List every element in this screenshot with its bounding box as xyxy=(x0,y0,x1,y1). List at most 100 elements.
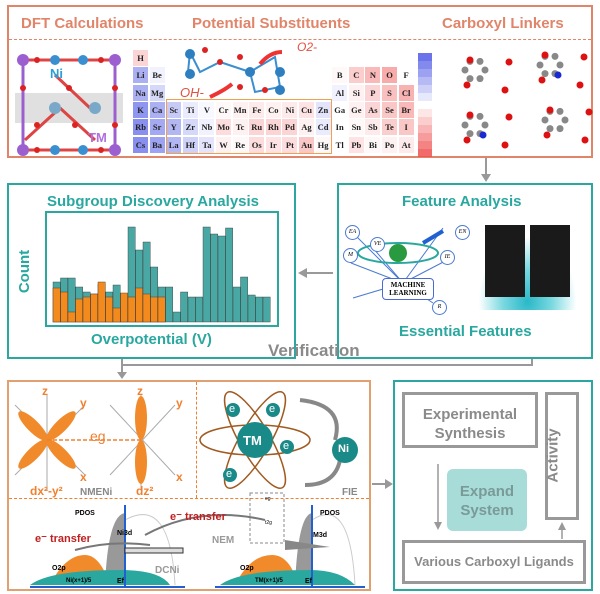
subgroup-panel: Subgroup Discovery Analysis Count Overpo… xyxy=(7,183,296,359)
element-se: Se xyxy=(382,101,397,118)
ni3d-label: Ni3d xyxy=(117,530,133,537)
element-zn: Zn xyxy=(315,101,331,118)
oxygen-atom xyxy=(501,141,509,149)
horizontal-dashed-divider xyxy=(9,498,369,499)
oxygen-atom xyxy=(538,76,546,84)
verification-arrow xyxy=(117,359,533,379)
histogram-bar-orange xyxy=(157,296,166,323)
ni-band-label: Ni(x+1)/5 xyxy=(66,578,92,584)
element-sc: Sc xyxy=(166,101,182,118)
o2p-label: O2p xyxy=(52,565,66,572)
histogram-bar-teal xyxy=(247,294,256,323)
carbon-atom xyxy=(536,61,544,69)
element-mn: Mn xyxy=(232,101,248,118)
color-scale-step xyxy=(418,141,432,149)
workflow-panel: Experimental Synthesis Activity Expand S… xyxy=(393,380,593,591)
oxygen-atom xyxy=(505,58,513,66)
histogram-bar-orange xyxy=(142,293,151,323)
oxygen-atom xyxy=(505,113,513,121)
element-nb: Nb xyxy=(199,119,215,136)
element-fe: Fe xyxy=(249,101,265,118)
electron-label: e xyxy=(283,440,290,452)
nitrogen-atom xyxy=(479,131,487,139)
element-si: Si xyxy=(348,84,364,101)
feature-panel: Feature Analysis Essential Features xyxy=(337,183,593,359)
count-label: Count xyxy=(16,249,34,294)
element-cu: Cu xyxy=(299,101,314,118)
element-pt: Pt xyxy=(282,136,298,153)
histogram-bar-teal xyxy=(187,296,196,323)
color-scale-step xyxy=(418,133,432,141)
carbon-atom xyxy=(556,61,564,69)
arrow-right-icon xyxy=(372,479,393,489)
carbon-atom xyxy=(466,75,474,83)
essential-features-label: Essential Features xyxy=(399,323,532,340)
oxygen-atom xyxy=(541,51,549,59)
arrow-up-icon xyxy=(558,522,566,539)
element-cd: Cd xyxy=(315,119,331,136)
carbon-atom xyxy=(561,116,569,124)
fie-label: FIE xyxy=(342,487,358,498)
element-k: K xyxy=(133,101,148,118)
color-scale-step xyxy=(418,85,432,93)
histogram-bar-orange xyxy=(112,307,121,323)
mechanism-panel xyxy=(7,380,371,591)
element-br: Br xyxy=(398,101,414,118)
element-s: S xyxy=(382,84,397,101)
histogram-bar-orange xyxy=(82,296,91,323)
ni-atom-label: Ni xyxy=(338,443,349,455)
carbon-atom xyxy=(476,112,484,120)
element-zr: Zr xyxy=(182,119,198,136)
oxygen-atom xyxy=(585,108,593,116)
carbon-atom xyxy=(476,75,484,83)
vertical-dashed-divider xyxy=(196,382,197,498)
histogram-bar-teal xyxy=(180,291,188,323)
tm-atom-label: TM xyxy=(243,433,262,448)
histogram-bar-orange xyxy=(135,287,143,323)
histogram-bar-orange xyxy=(75,298,83,323)
dz2-label: dz² xyxy=(136,484,154,498)
element-cr: Cr xyxy=(216,101,231,118)
histogram-bar-teal xyxy=(255,296,263,323)
e-transfer-label-2: e⁻ transfer xyxy=(170,511,226,523)
color-scale-step xyxy=(418,77,432,85)
oxygen-atom xyxy=(466,111,474,119)
feature-node-ie: IE xyxy=(440,250,455,265)
color-scale-step xyxy=(418,101,432,109)
color-scale-step xyxy=(418,69,432,77)
histogram-bar-teal xyxy=(195,296,203,323)
carbon-atom xyxy=(556,125,564,133)
carboxyl-ligands-box: Various Carboxyl Ligands xyxy=(402,540,586,584)
carbon-atom xyxy=(546,125,554,133)
carbon-atom xyxy=(541,70,549,78)
nem-label: NEM xyxy=(212,535,235,546)
element-pb: Pb xyxy=(348,136,364,153)
eg-label: eg xyxy=(90,428,106,444)
arrow-down-icon xyxy=(481,158,491,182)
z-axis-label-2: z xyxy=(137,384,143,398)
feature-node-ve: VE xyxy=(370,237,385,252)
oxygen-atom xyxy=(576,81,584,89)
verification-label: Verification xyxy=(268,341,360,360)
carbon-atom xyxy=(461,66,469,74)
element-rh: Rh xyxy=(265,119,281,136)
element-tc: Tc xyxy=(232,119,248,136)
element-cs: Cs xyxy=(133,136,148,153)
oxygen-atom xyxy=(463,136,471,144)
element-w: W xyxy=(216,136,231,153)
y-axis-label: y xyxy=(80,396,87,410)
nitrogen-atom xyxy=(554,71,562,79)
element-pd: Pd xyxy=(282,119,298,136)
subgroup-title: Subgroup Discovery Analysis xyxy=(47,193,260,210)
element-co: Co xyxy=(265,101,281,118)
dft-title: DFT Calculations xyxy=(21,15,144,32)
substituents-title: Potential Substituents xyxy=(192,15,351,32)
carbon-atom xyxy=(476,57,484,65)
linkers-title: Carboxyl Linkers xyxy=(442,15,564,32)
element-ti: Ti xyxy=(182,101,198,118)
element-au: Au xyxy=(299,136,314,153)
histogram-bar-teal xyxy=(262,296,271,323)
oxygen-atom xyxy=(581,136,589,144)
histogram-bar-teal xyxy=(240,276,248,323)
oxygen-atom xyxy=(546,106,554,114)
